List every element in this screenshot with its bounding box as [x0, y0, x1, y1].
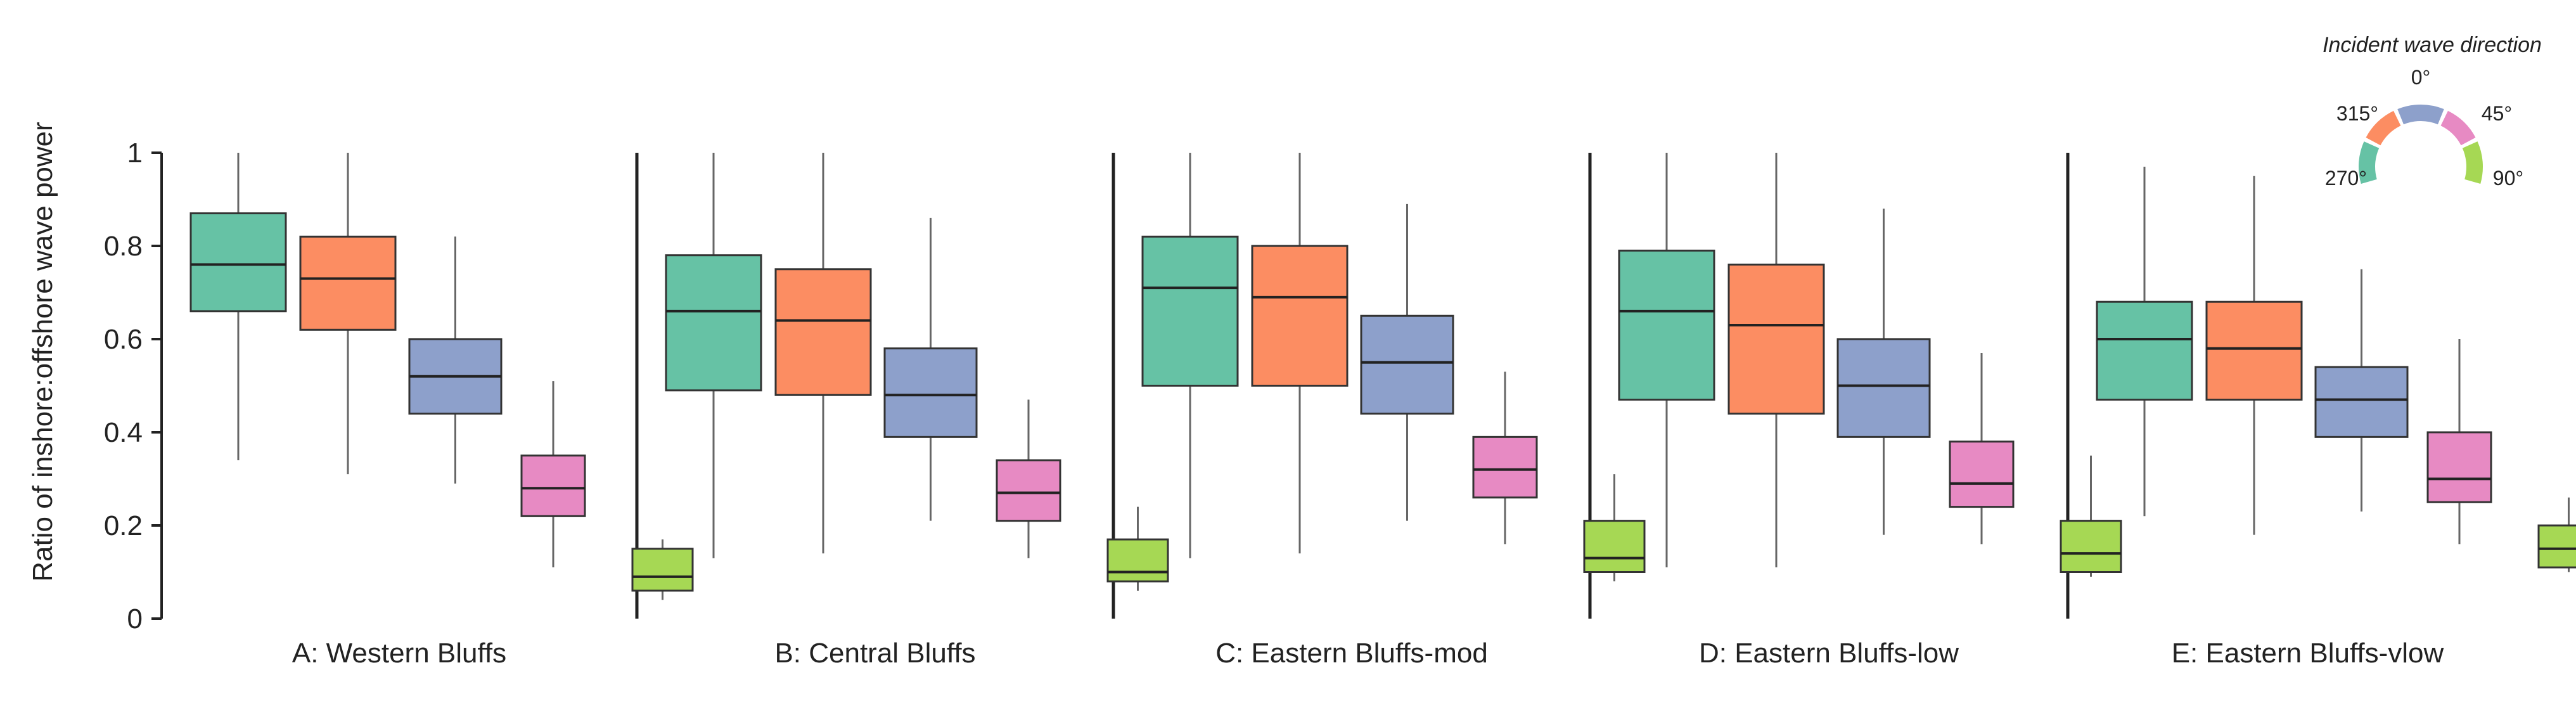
- legend-arc-segment: [2359, 141, 2380, 184]
- box-iqr: [189, 212, 287, 312]
- y-tick-label: 0.4: [104, 417, 143, 448]
- y-tick-label: 0.8: [104, 231, 143, 262]
- panel-label: B: Central Bluffs: [774, 638, 975, 669]
- box-iqr: [1106, 538, 1169, 582]
- box-iqr: [665, 254, 762, 392]
- legend-label: 45°: [2482, 102, 2512, 125]
- panel-label: C: Eastern Bluffs-mod: [1215, 638, 1488, 669]
- legend-title: Incident wave direction: [2323, 33, 2542, 57]
- box-iqr: [1141, 235, 1239, 387]
- legend-arc-segment: [2397, 105, 2444, 125]
- panel-label: D: Eastern Bluffs-low: [1699, 638, 1959, 669]
- box-iqr: [2060, 520, 2122, 574]
- y-tick-label: 0.6: [104, 324, 143, 355]
- box-iqr: [2096, 300, 2193, 401]
- panel-labels: A: Western Bluffs B: Central Bluffs C: Eas…: [292, 638, 2444, 669]
- legend-arc-segment: [2366, 110, 2401, 146]
- box-iqr: [631, 548, 694, 592]
- box-iqr: [774, 268, 872, 396]
- legend-arc-segment: [2462, 141, 2483, 184]
- legend-label: 315°: [2336, 102, 2378, 125]
- box-iqr: [1583, 520, 1646, 574]
- legend-arc-segment: [2440, 110, 2476, 146]
- box-plots: [189, 153, 2576, 600]
- box-iqr: [1360, 314, 1454, 415]
- box-iqr: [299, 235, 397, 331]
- box-iqr: [520, 454, 586, 517]
- box-iqr: [1727, 263, 1825, 415]
- box-iqr: [1618, 249, 1715, 401]
- box-iqr: [1251, 245, 1349, 387]
- box-iqr: [2314, 366, 2409, 438]
- box-iqr: [2537, 524, 2576, 569]
- box-iqr: [1949, 441, 2015, 508]
- box-iqr: [883, 347, 978, 438]
- y-tick-label: 0.2: [104, 510, 143, 541]
- y-tick-label: 0: [127, 603, 143, 634]
- y-axis-title-group: Ratio of inshore:offshore wave power: [27, 122, 58, 582]
- legend-label: 0°: [2411, 66, 2431, 89]
- panel-label: E: Eastern Bluffs-vlow: [2172, 638, 2444, 669]
- box-iqr: [996, 459, 1061, 522]
- box-iqr: [1472, 435, 1538, 499]
- legend-label: 270°: [2325, 167, 2367, 190]
- box-iqr: [2205, 300, 2303, 401]
- panel-label: A: Western Bluffs: [292, 638, 506, 669]
- legend: Incident wave direction 270° 315° 0° 45° 90°: [2323, 33, 2542, 190]
- box-iqr: [2426, 431, 2492, 503]
- y-tick-label: 1: [127, 138, 143, 169]
- legend-label: 90°: [2493, 167, 2523, 190]
- box-iqr: [1836, 338, 1931, 438]
- y-axis-title: Ratio of inshore:offshore wave power: [27, 122, 58, 582]
